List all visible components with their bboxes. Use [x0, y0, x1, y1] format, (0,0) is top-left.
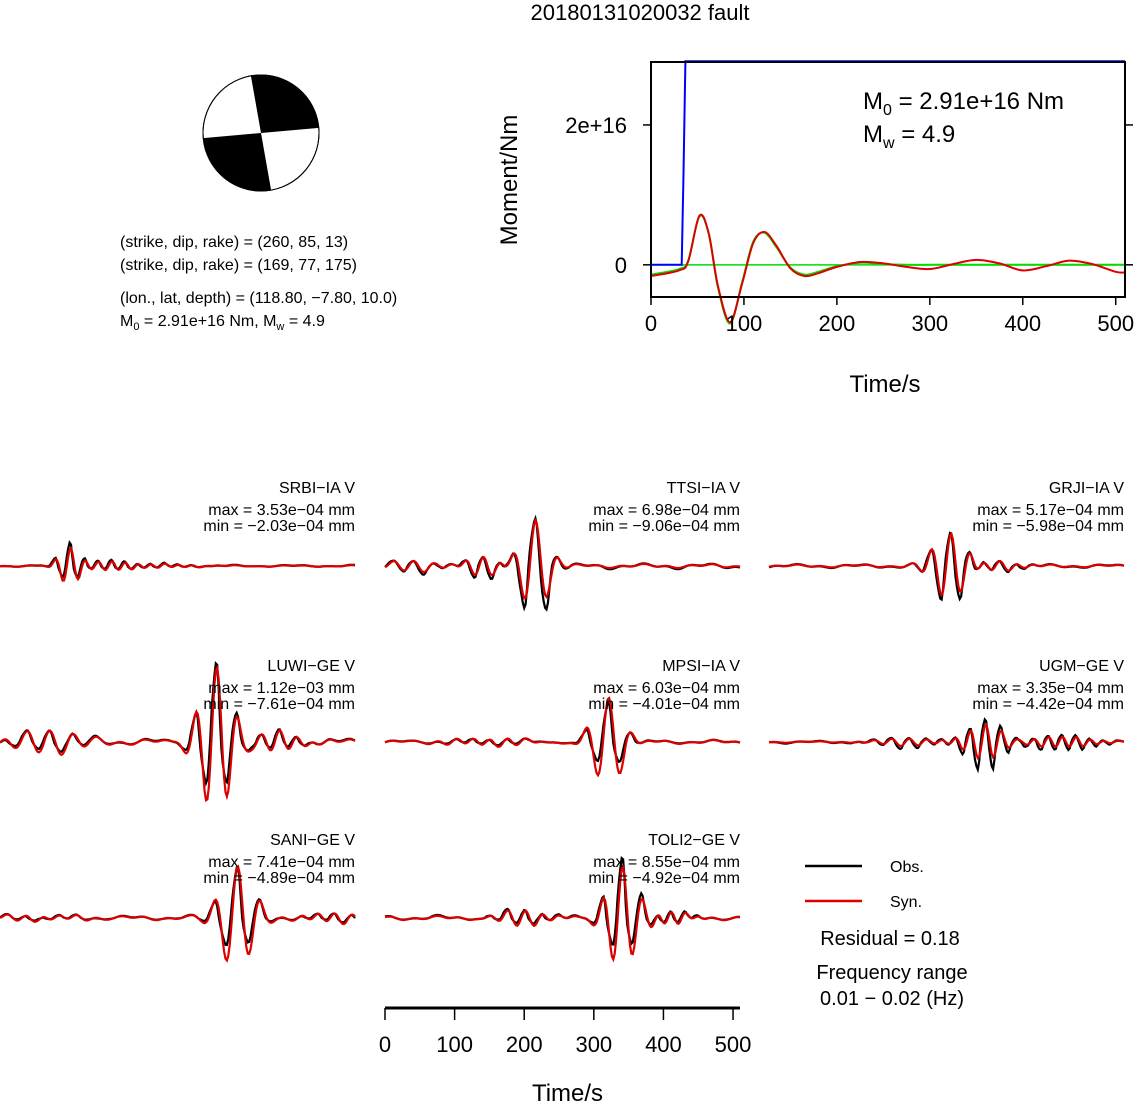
beachball-quadrant-ne — [250, 75, 319, 133]
beachball-rim — [202, 74, 320, 192]
station-syn-trace — [768, 531, 1125, 598]
station-syn-trace — [0, 864, 356, 963]
station-syn-trace — [0, 664, 356, 803]
waveform-xtick-label: 300 — [575, 1032, 612, 1057]
station-name: TTSI−IA V — [667, 480, 741, 497]
station-max: max = 5.17e−04 mm — [977, 502, 1124, 519]
station-name: SANI−GE V — [270, 832, 355, 849]
moment-xtick-label: 200 — [819, 311, 856, 336]
station-max: max = 3.53e−04 mm — [208, 502, 355, 519]
station-name: SRBI−IA V — [279, 480, 355, 497]
nodal-plane-1: (strike, dip, rake) = (260, 85, 13) — [120, 234, 348, 251]
moment-xtick-label: 300 — [911, 311, 948, 336]
station-min: min = −4.92e−04 mm — [588, 870, 740, 887]
moment-ytick-label: 0 — [615, 253, 627, 278]
moment-series-1 — [650, 214, 1125, 325]
moment-function-plot: 0 100 200 300 400 500 0 2e+16 Time/s Moment/Nm M0 … — [496, 60, 1134, 398]
moment-annotation-mw: Mw = 4.9 — [863, 121, 955, 152]
station-name: UGM−GE V — [1039, 658, 1124, 675]
waveform-xtick-label: 0 — [379, 1032, 391, 1057]
legend-syn-label: Syn. — [890, 894, 922, 911]
moment-xlabel: Time/s — [849, 371, 920, 398]
station-max: max = 7.41e−04 mm — [208, 854, 355, 871]
hypocenter: (lon., lat, depth) = (118.80, −7.80, 10.… — [120, 290, 397, 307]
frequency-range-label: Frequency range — [816, 962, 967, 984]
station-min: min = −7.61e−04 mm — [203, 696, 355, 713]
station-min: min = −2.03e−04 mm — [203, 518, 355, 535]
moment-xtick-label: 0 — [645, 311, 657, 336]
waveform-xtick-label: 100 — [436, 1032, 473, 1057]
moment-xtick-label: 400 — [1004, 311, 1041, 336]
moment-ylabel: Moment/Nm — [496, 115, 523, 246]
station-max: max = 1.12e−03 mm — [208, 680, 355, 697]
waveform-xtick-label: 400 — [645, 1032, 682, 1057]
station-name: GRJI−IA V — [1049, 480, 1124, 497]
station-min: min = −4.42e−04 mm — [972, 696, 1124, 713]
moment-xtick-label: 100 — [726, 311, 763, 336]
waveform-xtick-label: 200 — [506, 1032, 543, 1057]
station-min: min = −4.01e−04 mm — [588, 696, 740, 713]
moment-ytick-label: 2e+16 — [565, 113, 627, 138]
beachball-mechanism — [202, 74, 320, 192]
legend-obs-label: Obs. — [890, 859, 924, 876]
station-syn-trace — [768, 722, 1125, 760]
station-syn-trace — [0, 546, 356, 582]
station-syn-trace — [384, 696, 741, 778]
residual-label: Residual = 0.18 — [820, 928, 960, 950]
magnitude-summary: M0 = 2.91e+16 Nm, Mw = 4.9 — [120, 313, 325, 333]
station-syn-trace — [384, 864, 741, 963]
beachball-quadrant-sw — [203, 133, 272, 191]
source-info: (strike, dip, rake) = (260, 85, 13) (str… — [120, 234, 397, 333]
frequency-range-value: 0.01 − 0.02 (Hz) — [820, 988, 964, 1010]
station-max: max = 6.03e−04 mm — [593, 680, 740, 697]
waveform-xlabel: Time/s — [532, 1080, 603, 1104]
moment-annotation-m0: M0 = 2.91e+16 Nm — [863, 88, 1064, 119]
moment-plot-frame — [650, 61, 1126, 298]
station-max: max = 3.35e−04 mm — [977, 680, 1124, 697]
moment-xtick-label: 500 — [1097, 311, 1134, 336]
station-min: min = −5.98e−04 mm — [972, 518, 1124, 535]
station-name: TOLI2−GE V — [648, 832, 740, 849]
station-syn-trace — [384, 517, 741, 600]
waveform-xtick-label: 500 — [715, 1032, 752, 1057]
legend: Obs. Syn. — [805, 859, 924, 911]
station-min: min = −4.89e−04 mm — [203, 870, 355, 887]
station-name: MPSI−IA V — [662, 658, 740, 675]
moment-series-2 — [650, 213, 1126, 324]
station-obs-trace — [0, 540, 356, 580]
nodal-plane-2: (strike, dip, rake) = (169, 77, 175) — [120, 257, 357, 274]
station-max: max = 8.55e−04 mm — [593, 854, 740, 871]
figure-title: 20180131020032 fault — [531, 0, 750, 25]
station-name: LUWI−GE V — [267, 658, 355, 675]
station-min: min = −9.06e−04 mm — [588, 518, 740, 535]
station-max: max = 6.98e−04 mm — [593, 502, 740, 519]
